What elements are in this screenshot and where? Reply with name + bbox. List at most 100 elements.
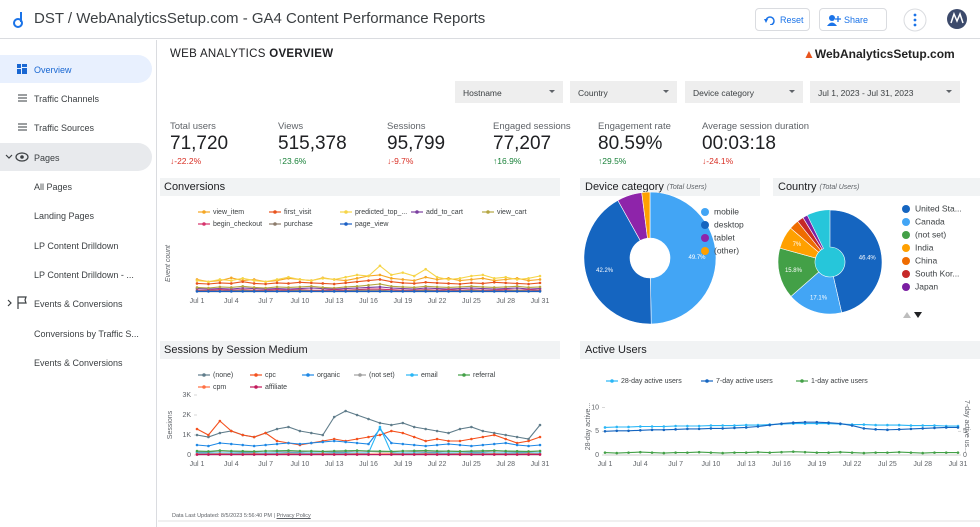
- avatar[interactable]: [946, 8, 968, 30]
- legend-dot: [610, 379, 614, 383]
- more-button[interactable]: [903, 8, 927, 32]
- data-point: [207, 286, 210, 290]
- data-point: [492, 442, 496, 446]
- data-point: [287, 275, 290, 279]
- data-point: [367, 290, 370, 293]
- data-point: [424, 267, 427, 271]
- data-point: [481, 449, 485, 453]
- legend-dot: [902, 205, 910, 213]
- data-point: [298, 278, 302, 281]
- data-point: [458, 453, 462, 456]
- reset-button[interactable]: Reset: [755, 8, 810, 31]
- sidebar: Overview Traffic Channels Traffic Source…: [0, 40, 157, 527]
- legend-label: email: [421, 372, 438, 379]
- data-point: [458, 427, 462, 431]
- series-line: [197, 425, 540, 454]
- legend-label: purchase: [284, 221, 313, 228]
- nav-item[interactable]: Landing Pages: [0, 201, 152, 229]
- data-point: [650, 428, 654, 432]
- data-point: [850, 451, 854, 454]
- data-point: [390, 453, 393, 456]
- series-line: [196, 420, 541, 446]
- nav-item[interactable]: Traffic Sources: [0, 113, 152, 141]
- data-point: [603, 426, 607, 429]
- data-point: [401, 278, 405, 281]
- x-tick-label: Jul 25: [462, 298, 481, 305]
- data-point: [627, 425, 630, 429]
- date-range[interactable]: Jul 1, 2023 - Jul 31, 2023: [810, 81, 960, 103]
- legend-label: United Sta...: [915, 203, 962, 213]
- legend-label: Japan: [915, 281, 938, 291]
- nav-item[interactable]: Events & Conversions: [0, 289, 152, 317]
- nav-label: Conversions by Traffic S...: [34, 329, 139, 339]
- filter-dropdown[interactable]: Country: [570, 81, 677, 103]
- data-point: [897, 450, 901, 454]
- filter-dropdown[interactable]: Hostname: [455, 81, 563, 103]
- nav-item[interactable]: Events & Conversions: [0, 348, 152, 376]
- pie-slice: [583, 199, 652, 325]
- nav-item[interactable]: Traffic Channels: [0, 84, 152, 112]
- data-point: [492, 281, 496, 284]
- data-point: [435, 278, 439, 281]
- kpi-value: 95,799: [387, 133, 446, 154]
- slice-label: 17.1%: [810, 295, 828, 301]
- data-point: [252, 282, 256, 285]
- y2-axis-label: 7-day active us...: [963, 400, 970, 453]
- x-tick-label: Jul 28: [913, 461, 932, 468]
- data-point: [355, 453, 359, 456]
- data-point: [481, 443, 485, 447]
- data-point: [424, 281, 427, 284]
- next-page[interactable]: [914, 312, 922, 318]
- data-point: [458, 439, 462, 443]
- data-point: [424, 439, 427, 443]
- nav-label: Traffic Sources: [34, 123, 95, 133]
- data-point: [435, 443, 439, 447]
- y-tick-label: 1K: [182, 432, 191, 439]
- legend-label: add_to_cart: [426, 209, 463, 216]
- data-point: [378, 290, 382, 293]
- data-point: [650, 425, 654, 428]
- data-point: [527, 453, 530, 456]
- nav-item[interactable]: All Pages: [0, 172, 152, 200]
- data-point: [492, 290, 496, 293]
- nav-item[interactable]: Pages: [0, 143, 152, 171]
- data-point: [275, 285, 279, 289]
- data-point: [674, 451, 677, 454]
- data-point: [504, 453, 508, 456]
- data-point: [252, 453, 256, 456]
- data-point: [435, 429, 439, 433]
- nav-item[interactable]: Conversions by Traffic S...: [0, 319, 152, 347]
- brand-logo: ▲WebAnalyticsSetup.com: [803, 47, 955, 61]
- data-point: [264, 449, 267, 453]
- data-point: [458, 285, 462, 289]
- legend-dot: [902, 270, 910, 278]
- kpi-change: 16.9%: [493, 156, 571, 166]
- privacy-link[interactable]: Privacy Policy: [276, 513, 311, 519]
- data-point: [218, 453, 222, 456]
- data-point: [378, 433, 382, 437]
- data-point: [218, 449, 222, 452]
- share-button[interactable]: Share: [819, 8, 887, 31]
- data-point: [504, 281, 508, 285]
- data-point: [481, 282, 485, 285]
- filter-dropdown[interactable]: Device category: [685, 81, 803, 103]
- slice-label: 15.8%: [785, 268, 803, 274]
- data-point: [697, 427, 701, 431]
- nav-item[interactable]: LP Content Drilldown: [0, 231, 152, 259]
- y-tick-label: 0: [187, 452, 191, 459]
- data-point: [321, 277, 325, 280]
- data-point: [207, 282, 210, 286]
- data-point: [275, 427, 279, 431]
- data-point: [321, 282, 325, 285]
- data-point: [252, 279, 256, 282]
- data-point: [886, 423, 889, 427]
- data-point: [839, 450, 842, 454]
- prev-page[interactable]: [903, 312, 911, 318]
- data-point: [527, 277, 530, 280]
- data-point: [195, 449, 199, 453]
- nav-item[interactable]: LP Content Drilldown - ...: [0, 260, 152, 288]
- data-point: [275, 449, 279, 453]
- data-point: [275, 278, 279, 281]
